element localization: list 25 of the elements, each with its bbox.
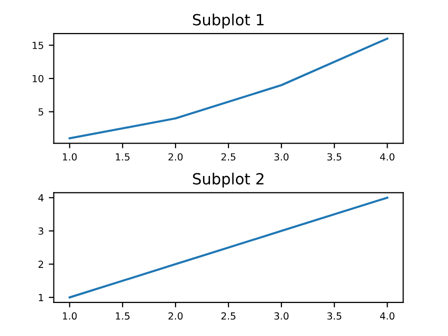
y-tick-label: 3 <box>38 227 44 235</box>
y-tick-label: 15 <box>32 42 44 50</box>
y-tick-label: 10 <box>32 74 44 82</box>
y-tick-label: 1 <box>38 294 44 302</box>
x-tick-label: 4.0 <box>380 153 394 161</box>
x-tick-label: 2.5 <box>221 153 236 161</box>
x-tick-label: 4.0 <box>380 312 394 320</box>
x-tick-label: 3.5 <box>327 153 342 161</box>
x-tick-label: 2.0 <box>168 153 183 161</box>
line-series <box>68 38 388 140</box>
chart-title: Subplot 1 <box>193 14 264 28</box>
y-tick-label: 4 <box>38 194 44 202</box>
x-tick-label: 3.0 <box>274 312 289 320</box>
x-tick-label: 1.0 <box>62 153 77 161</box>
x-tick-label: 3.0 <box>274 153 289 161</box>
y-tick-label: 5 <box>38 108 44 116</box>
x-tick-label: 2.5 <box>221 312 236 320</box>
line-series <box>68 196 388 298</box>
x-tick-label: 1.5 <box>116 312 130 320</box>
x-tick-label: 1.0 <box>62 312 77 320</box>
x-tick-label: 2.0 <box>168 312 183 320</box>
y-tick-label: 2 <box>38 260 44 268</box>
x-tick-label: 3.5 <box>327 312 342 320</box>
x-tick-label: 1.5 <box>116 153 130 161</box>
chart-title: Subplot 2 <box>193 172 264 188</box>
